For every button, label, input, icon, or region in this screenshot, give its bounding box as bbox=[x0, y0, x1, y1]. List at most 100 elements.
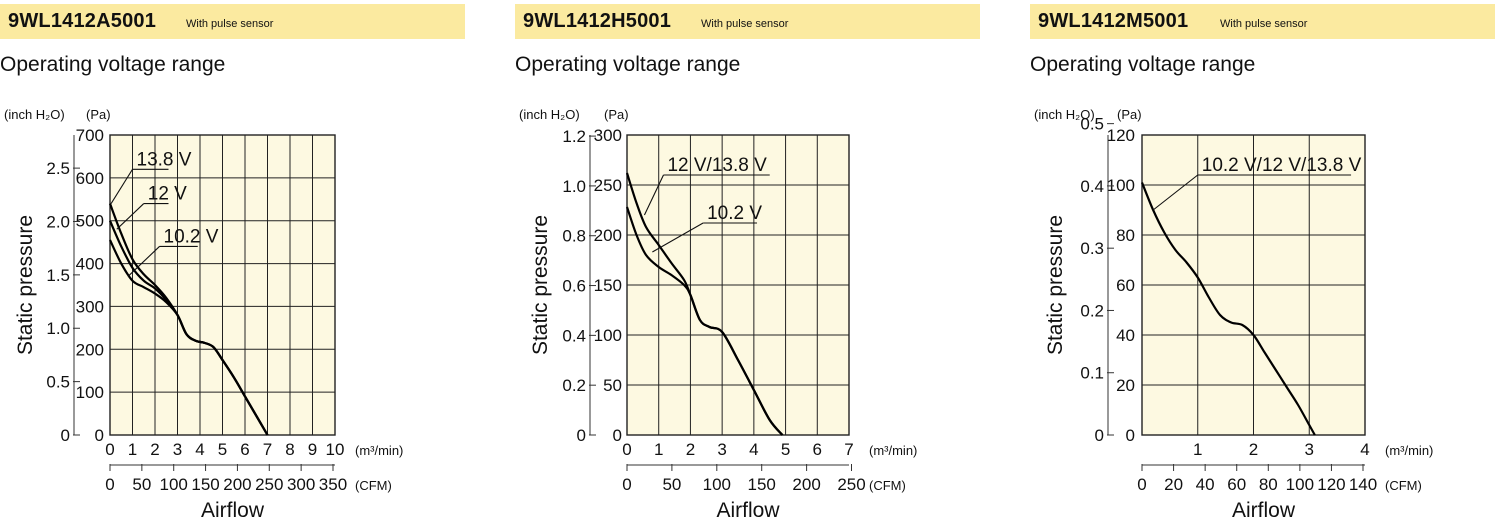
x-tick-label-cfm: 250 bbox=[255, 475, 283, 494]
y-tick-label-pa: 250 bbox=[594, 176, 622, 195]
x-tick-label-cfm: 200 bbox=[223, 475, 251, 494]
x-tick-label: 1 bbox=[654, 440, 663, 459]
x-tick-label-cfm: 100 bbox=[160, 475, 188, 494]
x-tick-label-cfm: 150 bbox=[191, 475, 219, 494]
model-header: 9WL1412M5001 With pulse sensor bbox=[1030, 4, 1495, 39]
x-tick-label: 5 bbox=[781, 440, 790, 459]
x-axis-label: Airflow bbox=[1232, 499, 1296, 522]
y-tick-label-inh2o: 1.2 bbox=[562, 127, 586, 146]
x-tick-label: 7 bbox=[263, 440, 272, 459]
series-line-1 bbox=[1140, 182, 1316, 436]
x-tick-label-cfm: 100 bbox=[703, 475, 731, 494]
chart-subtitle: Operating voltage range bbox=[0, 53, 226, 76]
y-tick-label-pa: 200 bbox=[76, 340, 104, 359]
x-tick-label: 8 bbox=[285, 440, 294, 459]
y-tick-label-pa: 100 bbox=[594, 326, 622, 345]
y-tick-label-pa: 0 bbox=[95, 426, 104, 445]
x-tick-label: 2 bbox=[1249, 440, 1258, 459]
x-unit-m3min: (m³/min) bbox=[869, 443, 917, 458]
pq-chart: 010020030040050060070000.51.01.52.02.5(i… bbox=[4, 107, 403, 522]
panel-3: 9WL1412M5001 With pulse sensor Operating… bbox=[1030, 0, 1498, 523]
y-tick-label-pa: 500 bbox=[76, 212, 104, 231]
y-unit-inh2o: (inch H₂O) bbox=[519, 107, 580, 122]
y-unit-pa: (Pa) bbox=[604, 107, 629, 122]
series-label-1: 10.2 V/12 V/13.8 V bbox=[1202, 155, 1362, 176]
series-line-3 bbox=[109, 239, 269, 436]
y-tick-label-inh2o: 2.5 bbox=[46, 159, 70, 178]
x-tick-label: 7 bbox=[844, 440, 853, 459]
x-unit-cfm: (CFM) bbox=[1385, 478, 1422, 493]
y-tick-label-inh2o: 0 bbox=[1095, 426, 1104, 445]
y-axis-label: Static pressure bbox=[14, 215, 37, 355]
x-tick-label-cfm: 20 bbox=[1164, 475, 1183, 494]
x-tick-label: 0 bbox=[622, 440, 631, 459]
y-tick-label-pa: 0 bbox=[1126, 426, 1135, 445]
x-tick-label: 3 bbox=[717, 440, 726, 459]
y-tick-label-inh2o: 0 bbox=[61, 426, 70, 445]
y-tick-label-inh2o: 0.5 bbox=[1080, 115, 1104, 134]
y-tick-label-pa: 100 bbox=[76, 383, 104, 402]
x-tick-label: 2 bbox=[686, 440, 695, 459]
model-name: 9WL1412H5001 bbox=[523, 10, 672, 32]
y-tick-label-pa: 40 bbox=[1116, 326, 1135, 345]
y-tick-label-inh2o: 0.4 bbox=[562, 326, 586, 345]
model-header: 9WL1412H5001 With pulse sensor bbox=[515, 4, 980, 39]
y-tick-label-pa: 700 bbox=[76, 126, 104, 145]
x-tick-label: 0 bbox=[105, 440, 114, 459]
series-leader-line bbox=[1152, 174, 1199, 211]
x-tick-label: 4 bbox=[749, 440, 758, 459]
y-tick-label-pa: 0 bbox=[613, 426, 622, 445]
y-tick-label-pa: 50 bbox=[603, 376, 622, 395]
y-tick-label-inh2o: 0.4 bbox=[1080, 177, 1104, 196]
y-tick-label-inh2o: 0.8 bbox=[562, 227, 586, 246]
y-tick-label-pa: 20 bbox=[1116, 376, 1135, 395]
x-tick-label-cfm: 250 bbox=[837, 475, 865, 494]
x-unit-cfm: (CFM) bbox=[355, 478, 392, 493]
x-tick-label-cfm: 200 bbox=[792, 475, 820, 494]
x-tick-label: 6 bbox=[813, 440, 822, 459]
y-tick-label-inh2o: 0.5 bbox=[46, 373, 70, 392]
y-axis-label: Static pressure bbox=[1044, 215, 1067, 355]
x-tick-label-cfm: 80 bbox=[1259, 475, 1278, 494]
series-leader-line bbox=[116, 203, 145, 230]
x-tick-label-cfm: 0 bbox=[105, 475, 114, 494]
panel-1: 9WL1412A5001 With pulse sensor Operating… bbox=[0, 0, 468, 523]
y-tick-label-inh2o: 1.0 bbox=[46, 319, 70, 338]
x-tick-label-cfm: 50 bbox=[662, 475, 681, 494]
series-leader-line bbox=[127, 246, 160, 277]
y-tick-label-pa: 300 bbox=[76, 297, 104, 316]
chart-subtitle: Operating voltage range bbox=[515, 53, 741, 76]
model-note: With pulse sensor bbox=[701, 18, 789, 30]
y-unit-pa: (Pa) bbox=[86, 107, 111, 122]
x-tick-label-cfm: 140 bbox=[1349, 475, 1377, 494]
model-name: 9WL1412A5001 bbox=[8, 10, 157, 32]
x-tick-label: 9 bbox=[308, 440, 317, 459]
panel-2: 9WL1412H5001 With pulse sensor Operating… bbox=[515, 0, 983, 523]
series-label-3: 10.2 V bbox=[164, 226, 219, 247]
x-tick-label-cfm: 120 bbox=[1317, 475, 1345, 494]
x-unit-cfm: (CFM) bbox=[869, 478, 906, 493]
model-header: 9WL1412A5001 With pulse sensor bbox=[0, 4, 465, 39]
x-tick-label: 4 bbox=[1360, 440, 1369, 459]
x-tick-label-cfm: 0 bbox=[622, 475, 631, 494]
y-tick-label-inh2o: 0.6 bbox=[562, 277, 586, 296]
y-unit-inh2o: (inch H₂O) bbox=[4, 107, 65, 122]
pq-chart: 05010015020025030000.20.40.60.81.01.2(in… bbox=[519, 107, 917, 522]
series-leader-line bbox=[643, 174, 664, 216]
x-tick-label: 5 bbox=[218, 440, 227, 459]
x-axis-label: Airflow bbox=[716, 499, 780, 522]
x-tick-label: 2 bbox=[150, 440, 159, 459]
y-tick-label-pa: 150 bbox=[594, 276, 622, 295]
y-tick-label-pa: 200 bbox=[594, 226, 622, 245]
y-tick-label-inh2o: 2.0 bbox=[46, 212, 70, 231]
y-tick-label-inh2o: 1.0 bbox=[562, 177, 586, 196]
x-tick-label: 1 bbox=[1193, 440, 1202, 459]
y-tick-label-pa: 400 bbox=[76, 255, 104, 274]
x-unit-m3min: (m³/min) bbox=[1385, 443, 1433, 458]
y-tick-label-inh2o: 0.3 bbox=[1080, 239, 1104, 258]
x-tick-label-cfm: 100 bbox=[1286, 475, 1314, 494]
x-tick-label-cfm: 60 bbox=[1227, 475, 1246, 494]
series-label-1: 13.8 V bbox=[137, 149, 192, 170]
y-tick-label-pa: 120 bbox=[1107, 126, 1135, 145]
